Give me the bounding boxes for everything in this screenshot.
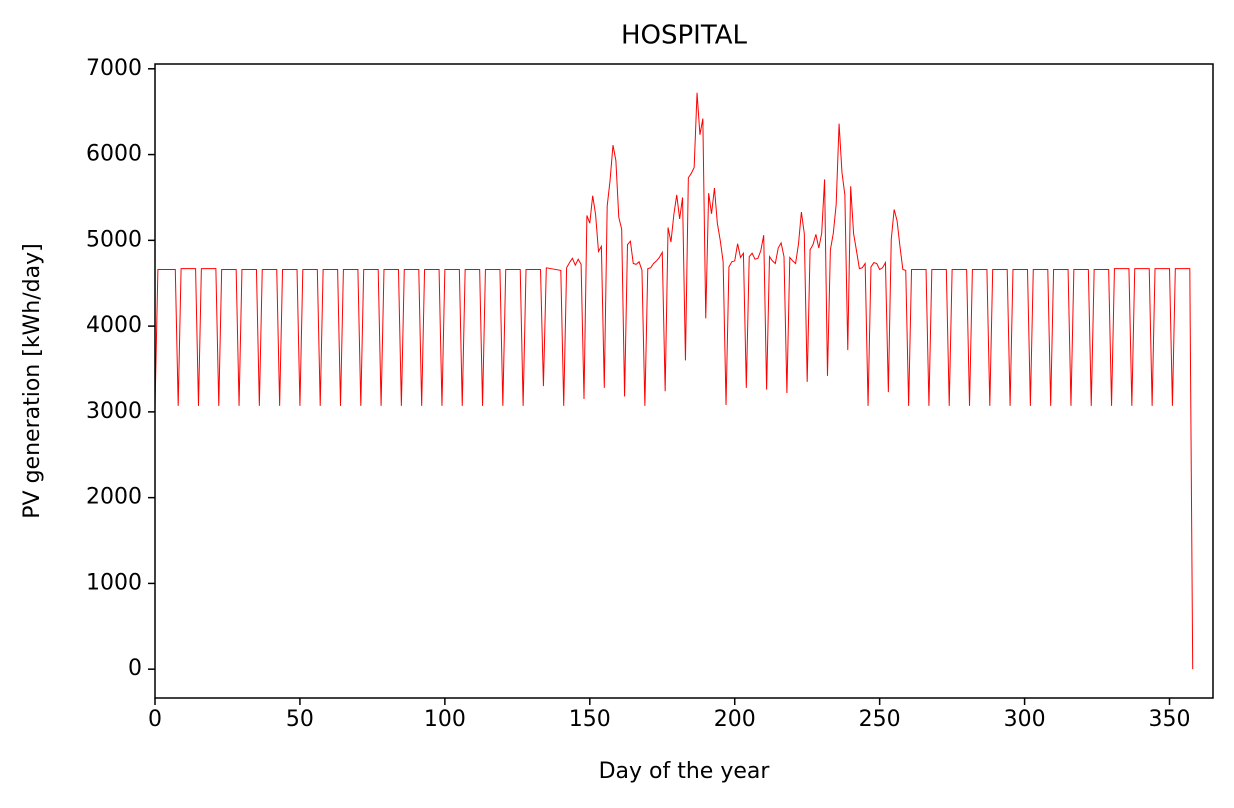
x-tick-label: 50: [286, 707, 314, 732]
y-tick-label: 5000: [86, 227, 142, 252]
chart-title: HOSPITAL: [621, 21, 748, 51]
y-tick-label: 3000: [86, 399, 142, 424]
y-tick-label: 1000: [86, 570, 142, 595]
x-tick-label: 200: [714, 707, 756, 732]
y-axis-label: PV generation [kWh/day]: [20, 243, 45, 518]
y-tick-label: 4000: [86, 313, 142, 338]
x-tick-label: 250: [859, 707, 901, 732]
x-tick-label: 150: [569, 707, 611, 732]
y-tick-label: 7000: [86, 56, 142, 81]
y-tick-label: 2000: [86, 485, 142, 510]
x-tick-label: 100: [424, 707, 466, 732]
y-tick-label: 6000: [86, 142, 142, 167]
x-axis-label: Day of the year: [599, 759, 771, 784]
x-tick-label: 350: [1149, 707, 1191, 732]
x-tick-label: 0: [148, 707, 162, 732]
y-tick-label: 0: [128, 656, 142, 681]
plot-frame: [154, 63, 1214, 699]
x-tick-label: 300: [1004, 707, 1046, 732]
line-series: [155, 92, 1194, 670]
